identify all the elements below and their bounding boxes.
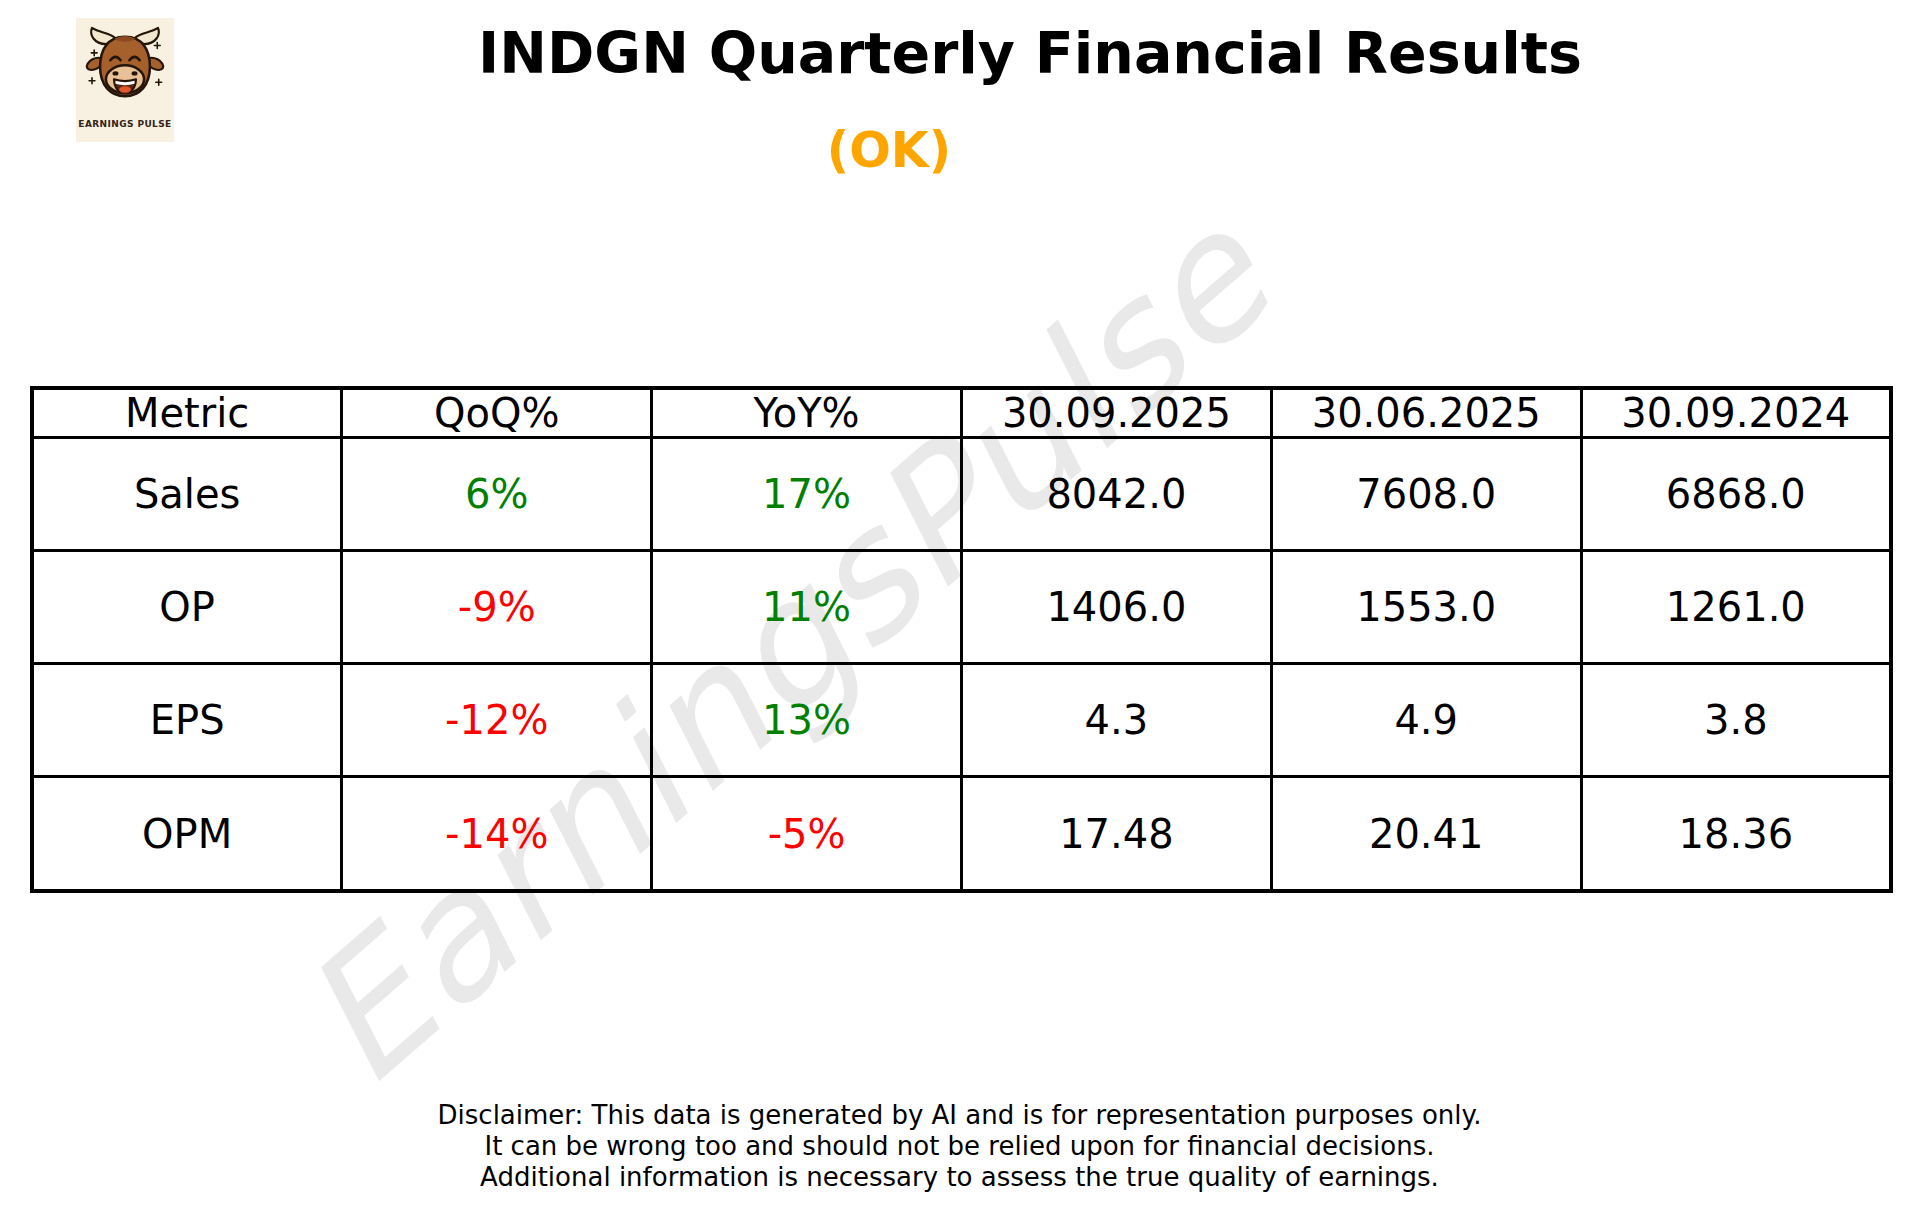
cell-qoq: -14% [342,777,652,891]
cell-value-2: 4.9 [1271,664,1581,777]
brand-logo: EARNINGS PULSE [76,18,174,142]
table-row-op: OP -9% 11% 1406.0 1553.0 1261.0 [32,551,1891,664]
cell-yoy: -5% [652,777,962,891]
cell-value-2: 20.41 [1271,777,1581,891]
cell-value-3: 1261.0 [1581,551,1891,664]
cell-value-3: 3.8 [1581,664,1891,777]
cell-metric: EPS [32,664,342,777]
cell-qoq: -12% [342,664,652,777]
column-header-date-2: 30.06.2025 [1271,388,1581,438]
cell-value-1: 8042.0 [961,438,1271,551]
cell-value-3: 6868.0 [1581,438,1891,551]
disclaimer-line-2: It can be wrong too and should not be re… [0,1131,1919,1162]
table-header-row: Metric QoQ% YoY% 30.09.2025 30.06.2025 3… [32,388,1891,438]
cell-value-1: 17.48 [961,777,1271,891]
cell-qoq: 6% [342,438,652,551]
table-row-opm: OPM -14% -5% 17.48 20.41 18.36 [32,777,1891,891]
disclaimer: Disclaimer: This data is generated by AI… [0,1100,1919,1193]
table-row-eps: EPS -12% 13% 4.3 4.9 3.8 [32,664,1891,777]
cell-yoy: 11% [652,551,962,664]
column-header-qoq: QoQ% [342,388,652,438]
bull-logo-icon [81,20,169,118]
cell-metric: OP [32,551,342,664]
column-header-date-1: 30.09.2025 [961,388,1271,438]
column-header-date-3: 30.09.2024 [1581,388,1891,438]
table-row-sales: Sales 6% 17% 8042.0 7608.0 6868.0 [32,438,1891,551]
disclaimer-line-3: Additional information is necessary to a… [0,1162,1919,1193]
figure: EarningsPulse EARNINGS PULSE [0,0,1919,1220]
cell-value-1: 4.3 [961,664,1271,777]
cell-qoq: -9% [342,551,652,664]
cell-metric: Sales [32,438,342,551]
column-header-metric: Metric [32,388,342,438]
page-title: INDGN Quarterly Financial Results [478,20,1582,86]
cell-metric: OPM [32,777,342,891]
verdict-badge: (OK) [827,122,951,179]
cell-yoy: 13% [652,664,962,777]
column-header-yoy: YoY% [652,388,962,438]
cell-value-1: 1406.0 [961,551,1271,664]
financial-results-table: Metric QoQ% YoY% 30.09.2025 30.06.2025 3… [30,386,1893,893]
cell-yoy: 17% [652,438,962,551]
cell-value-3: 18.36 [1581,777,1891,891]
disclaimer-line-1: Disclaimer: This data is generated by AI… [0,1100,1919,1131]
brand-name: EARNINGS PULSE [78,119,171,129]
cell-value-2: 1553.0 [1271,551,1581,664]
cell-value-2: 7608.0 [1271,438,1581,551]
